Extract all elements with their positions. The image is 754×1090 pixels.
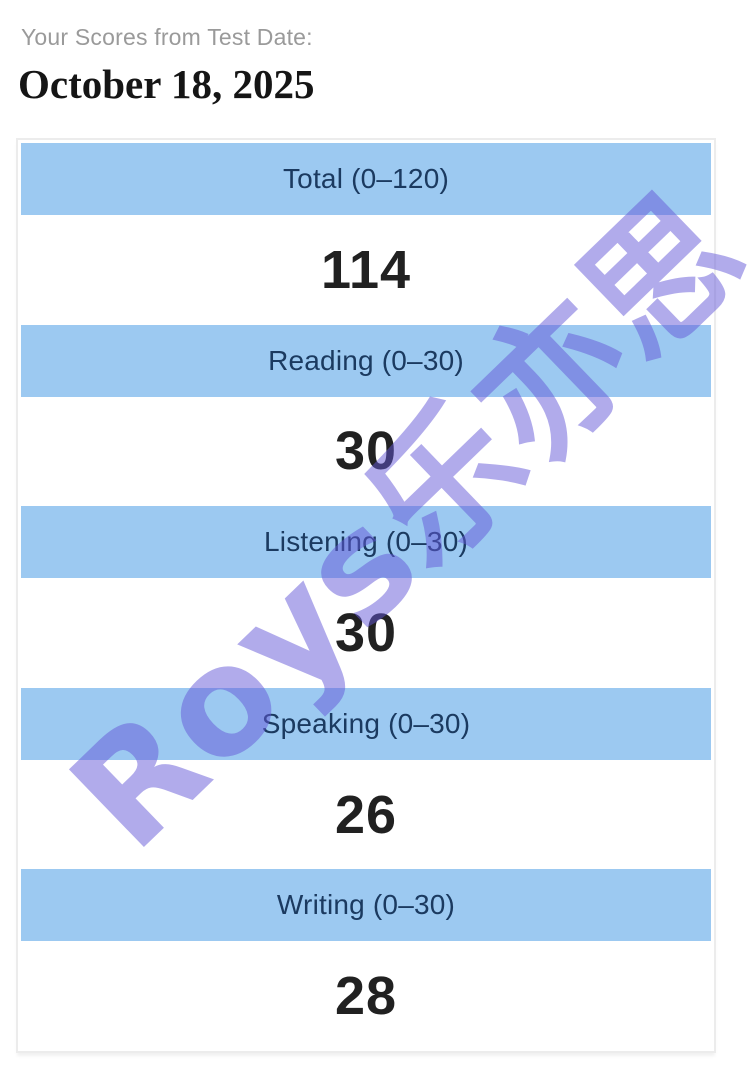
test-date-title: October 18, 2025 bbox=[18, 61, 315, 107]
score-value-row: 28 bbox=[21, 944, 711, 1048]
score-header-label: Reading (0–30) bbox=[268, 344, 464, 376]
score-value-row: 26 bbox=[21, 762, 711, 867]
score-value: 30 bbox=[334, 602, 398, 663]
score-section: Writing (0–30) 28 bbox=[21, 869, 711, 1048]
score-header: Total (0–120) bbox=[21, 143, 711, 215]
score-value-row: 30 bbox=[21, 581, 711, 685]
score-header: Reading (0–30) bbox=[21, 324, 711, 397]
score-header-label: Speaking (0–30) bbox=[261, 707, 471, 739]
score-value: 114 bbox=[320, 239, 412, 300]
score-header-label: Listening (0–30) bbox=[264, 526, 468, 558]
score-header: Listening (0–30) bbox=[21, 506, 711, 579]
score-header: Writing (0–30) bbox=[21, 869, 711, 942]
score-section: Reading (0–30) 30 bbox=[21, 324, 711, 504]
score-value: 30 bbox=[334, 421, 398, 482]
scores-subtitle: Your Scores from Test Date: bbox=[21, 24, 313, 50]
score-value: 26 bbox=[334, 784, 398, 845]
score-header: Speaking (0–30) bbox=[21, 687, 711, 760]
score-value: 28 bbox=[334, 966, 398, 1027]
score-value-row: 114 bbox=[21, 218, 711, 322]
score-value-row: 30 bbox=[21, 399, 711, 504]
score-section: Speaking (0–30) 26 bbox=[21, 687, 711, 867]
score-section: Total (0–120) 114 bbox=[21, 143, 711, 322]
score-table: Total (0–120) 114 Reading (0–30) 30 Listenin… bbox=[16, 138, 716, 1053]
score-header-label: Writing (0–30) bbox=[276, 889, 456, 921]
score-header-label: Total (0–120) bbox=[282, 163, 450, 194]
score-section: Listening (0–30) 30 bbox=[21, 506, 711, 685]
